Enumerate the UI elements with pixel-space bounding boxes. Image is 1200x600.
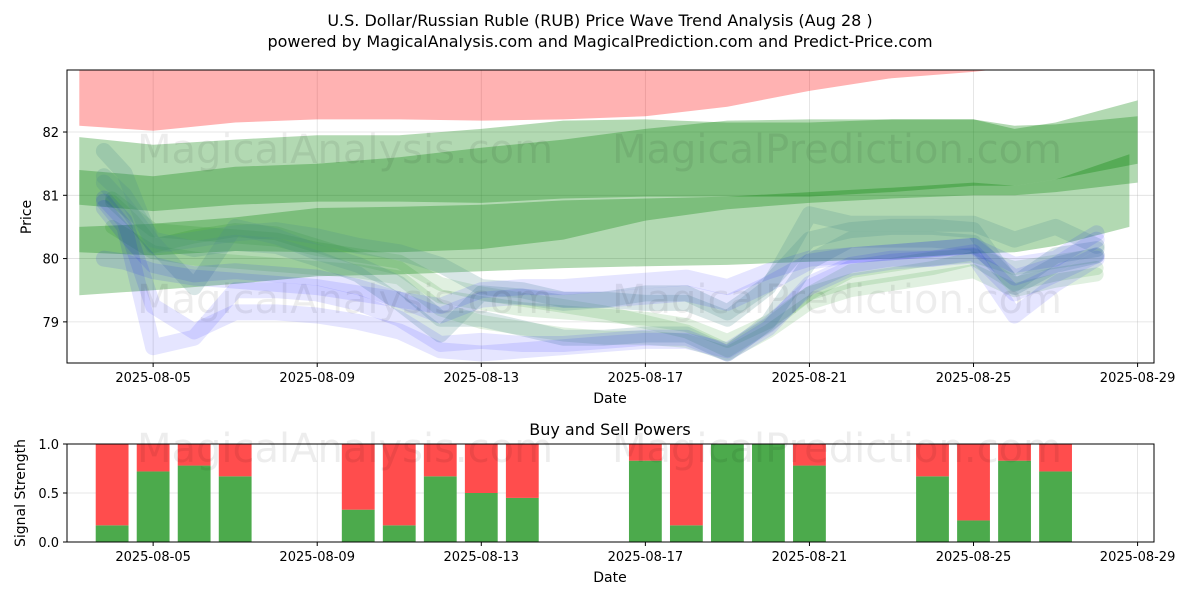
wave-teal-1	[95, 143, 1105, 327]
price-band-green-2	[79, 100, 1138, 256]
power-axis-ticks: 0.0 0.5 1.0 2025-08-05 2025-08-09 2025-08-13 2…	[38, 438, 1175, 565]
power-xtick-label: 2025-08-17	[608, 550, 684, 565]
sell-bar	[464, 444, 498, 493]
price-xtick-label: 2025-08-17	[608, 371, 684, 386]
power-ylabel: Signal Strength	[13, 439, 29, 547]
buy-bar	[1039, 471, 1072, 542]
price-ytick-label: 82	[42, 126, 59, 141]
price-panel: MagicalAnalysis.com MagicalPrediction.co…	[19, 69, 1175, 407]
sell-bar	[957, 444, 990, 521]
buy-bar	[423, 476, 457, 542]
price-xtick-label: 2025-08-09	[279, 371, 355, 386]
price-axis-ticks: 79 80 81 82 2025-08-05 2025-08-09 2025-08-13 20…	[42, 126, 1175, 386]
buy-bar	[669, 525, 703, 542]
price-xtick-label: 2025-08-25	[936, 371, 1012, 386]
watermark-bottom-left: MagicalAnalysis.com	[137, 426, 553, 472]
wave-teal-3	[95, 168, 1105, 343]
power-panel: Buy and Sell Powers MagicalAnalysis.com …	[13, 420, 1175, 586]
price-ylabel: Price	[19, 200, 35, 234]
power-xtick-label: 2025-08-21	[772, 550, 848, 565]
buy-bar	[95, 525, 129, 542]
power-title: Buy and Sell Powers	[529, 420, 691, 439]
buy-bar	[957, 520, 990, 542]
sell-bar	[341, 444, 375, 510]
watermark-bottom-right: MagicalPrediction.com	[612, 426, 1062, 472]
watermark-top-left: MagicalAnalysis.com	[137, 127, 553, 173]
power-ytick-label: 0.0	[38, 536, 59, 551]
sell-bar	[177, 444, 211, 466]
price-bands	[79, 70, 1138, 296]
wave-teal-2	[95, 174, 1105, 362]
price-xlabel: Date	[593, 391, 626, 407]
power-ytick-label: 0.5	[38, 487, 59, 502]
price-plot-frame	[66, 69, 1155, 364]
sell-bar	[1039, 444, 1072, 472]
wave-blue-4	[95, 225, 1105, 314]
price-xtick-label: 2025-08-21	[772, 371, 848, 386]
price-ytick-label: 81	[42, 189, 59, 204]
buy-bar	[998, 460, 1031, 542]
price-ytick-label: 80	[42, 253, 59, 268]
price-band-green-1	[79, 116, 1138, 212]
wave-green-1	[105, 194, 1104, 348]
wave-blue-1	[95, 193, 1105, 362]
buy-bar	[793, 465, 826, 542]
power-bars	[95, 444, 1072, 542]
sell-bar	[998, 444, 1031, 461]
price-ytick-label: 79	[42, 316, 59, 331]
price-xtick-label: 2025-08-29	[1100, 371, 1176, 386]
sell-bar	[916, 444, 949, 477]
sell-bar	[136, 444, 170, 472]
buy-bar	[710, 444, 744, 542]
chart-title-line2: powered by MagicalAnalysis.com and Magic…	[267, 32, 932, 51]
buy-bar	[177, 465, 211, 542]
wave-green-2	[105, 219, 1104, 361]
watermark-top-right: MagicalPrediction.com	[612, 127, 1062, 173]
sell-bar	[669, 444, 703, 526]
sell-bar	[793, 444, 826, 466]
buy-bar	[464, 493, 498, 542]
wave-blue-2	[95, 190, 1105, 362]
price-waves	[95, 143, 1105, 362]
price-xtick-label: 2025-08-13	[444, 371, 520, 386]
power-ytick-label: 1.0	[38, 438, 59, 453]
chart-title-line1: U.S. Dollar/Russian Ruble (RUB) Price Wa…	[327, 11, 872, 30]
wave-blue-3	[95, 200, 1105, 324]
buy-bar	[382, 525, 416, 542]
sell-bar	[423, 444, 457, 477]
buy-bar	[628, 460, 662, 542]
sell-bar	[218, 444, 252, 477]
buy-bar	[341, 509, 375, 542]
power-xtick-label: 2025-08-25	[936, 550, 1012, 565]
buy-bar	[136, 471, 170, 542]
power-xtick-label: 2025-08-05	[115, 550, 191, 565]
sell-bar	[95, 444, 129, 526]
buy-bar	[218, 476, 252, 542]
price-gridlines	[67, 70, 1154, 363]
price-band-green-3	[79, 154, 1130, 296]
power-xtick-label: 2025-08-09	[279, 550, 355, 565]
wave-green-3	[105, 191, 1104, 358]
power-xlabel: Date	[593, 570, 626, 586]
power-xtick-label: 2025-08-13	[444, 550, 520, 565]
price-band-red-0	[79, 70, 990, 131]
watermark-mid-left: MagicalAnalysis.com	[137, 277, 553, 323]
sell-bar	[505, 444, 539, 498]
sell-bar	[628, 444, 662, 461]
power-xtick-label: 2025-08-29	[1100, 550, 1176, 565]
buy-bar	[505, 497, 539, 542]
sell-bar	[382, 444, 416, 526]
price-xtick-label: 2025-08-05	[115, 371, 191, 386]
buy-bar	[916, 476, 949, 542]
watermark-mid-right: MagicalPrediction.com	[612, 277, 1062, 323]
buy-bar	[752, 444, 785, 542]
price-plot-area	[67, 70, 1154, 363]
